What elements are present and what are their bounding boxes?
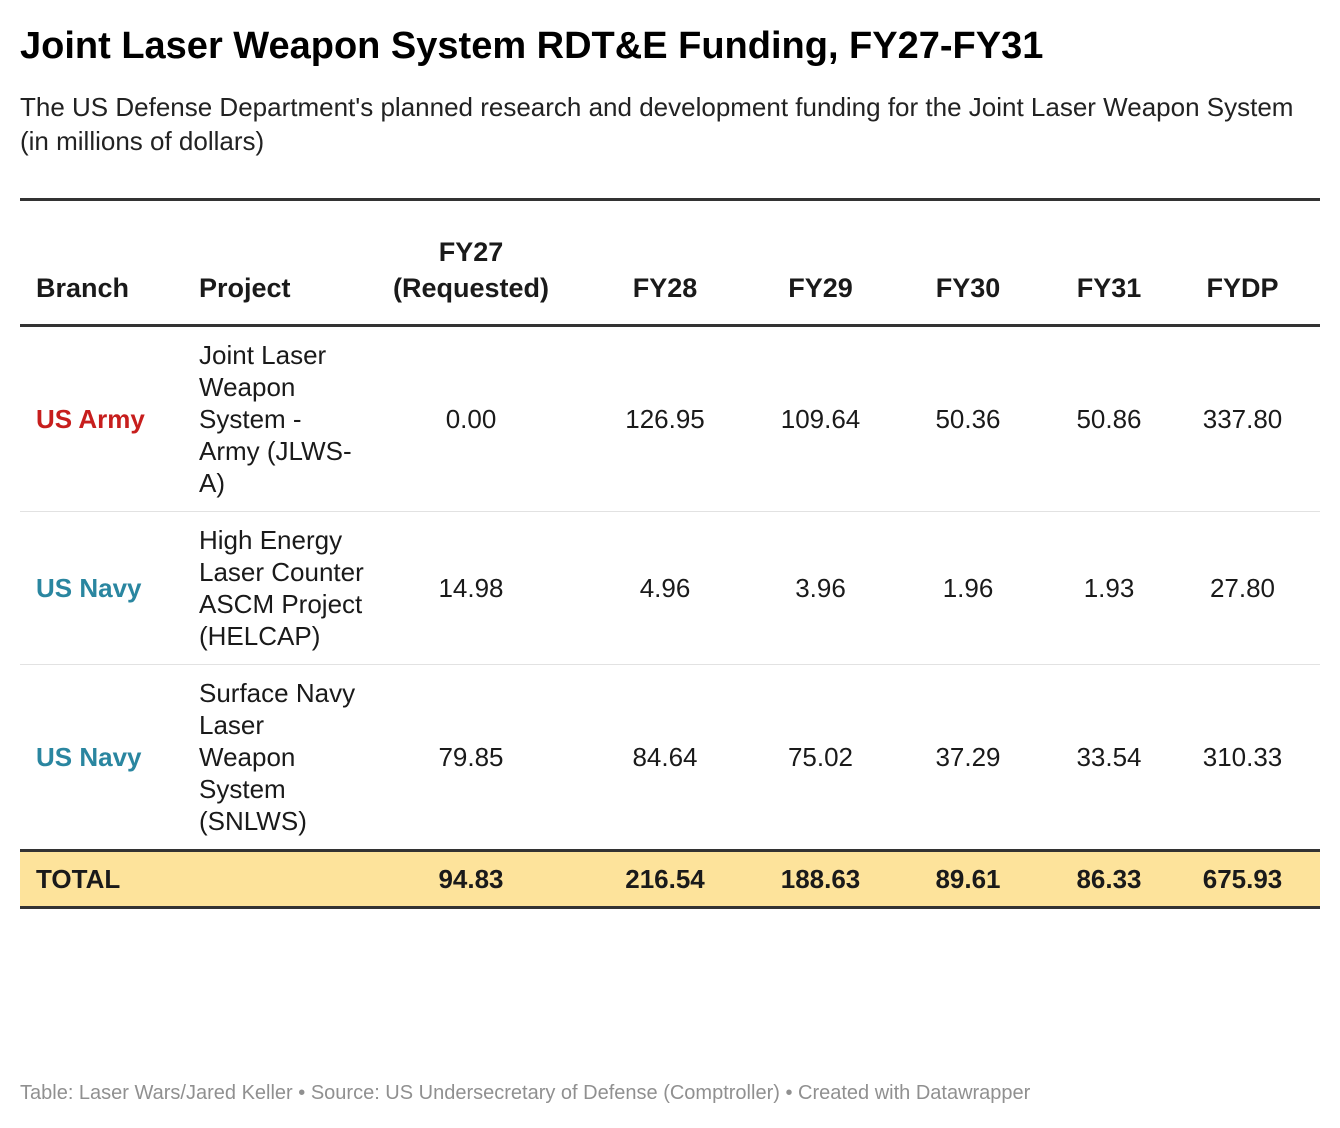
table-header-row: Branch Project FY27 (Requested) FY28 FY2… [20, 199, 1320, 326]
value-cell-fy27: 0.00 [445, 404, 497, 434]
header-fy30[interactable]: FY30 [935, 273, 1001, 303]
chart-title: Joint Laser Weapon System RDT&E Funding,… [20, 25, 1044, 67]
value-cell-fy30: 50.36 [935, 404, 1001, 434]
value-cell-fy29: 109.64 [780, 404, 861, 434]
header-fy29[interactable]: FY29 [788, 273, 853, 303]
total-cell-fy27: 94.83 [438, 864, 504, 894]
value-cell-fy29: 75.02 [787, 742, 854, 772]
project-cell: Surface Navy Laser Weapon System (SNLWS) [199, 678, 356, 836]
value-cell-fy27: 14.98 [438, 573, 504, 603]
header-branch[interactable]: Branch [36, 273, 130, 303]
value-cell-fy31: 50.86 [1076, 404, 1142, 434]
value-cell-fy27: 79.85 [438, 742, 504, 772]
header-fy28[interactable]: FY28 [632, 273, 698, 303]
value-cell-fydp: 27.80 [1209, 573, 1276, 603]
total-cell-fydp: 675.93 [1202, 864, 1283, 894]
total-project-cell [183, 851, 370, 908]
header-fy31[interactable]: FY31 [1076, 273, 1142, 303]
header-fydp[interactable]: FYDP [1206, 273, 1279, 303]
total-label: TOTAL [36, 864, 121, 894]
header-fy27[interactable]: FY27 (Requested) [392, 237, 549, 303]
branch-cell: US Navy [36, 573, 142, 603]
total-cell-fy30: 89.61 [935, 864, 1001, 894]
value-cell-fy30: 37.29 [935, 742, 1001, 772]
total-cell-fy28: 216.54 [625, 864, 705, 894]
table-row: US Navy High Energy Laser Counter ASCM P… [20, 512, 1320, 665]
source-footer: Table: Laser Wars/Jared Keller • Source:… [20, 1082, 1031, 1104]
value-cell-fy28: 84.64 [632, 742, 698, 772]
table-row: US Army Joint Laser Weapon System - Army… [20, 326, 1320, 512]
project-cell: High Energy Laser Counter ASCM Project (… [199, 525, 364, 651]
total-cell-fy29: 188.63 [780, 864, 861, 894]
value-cell-fy31: 1.93 [1083, 573, 1135, 603]
value-cell-fy28: 4.96 [639, 573, 691, 603]
branch-cell: US Navy [36, 742, 142, 772]
total-row: TOTAL 94.83 216.54 188.63 89.61 86.33 67… [20, 850, 1320, 908]
branch-cell: US Army [36, 404, 145, 434]
value-cell-fydp: 310.33 [1202, 742, 1283, 772]
value-cell-fy30: 1.96 [942, 573, 994, 603]
total-cell-fy31: 86.33 [1076, 864, 1142, 894]
value-cell-fy28: 126.95 [625, 404, 705, 434]
value-cell-fy31: 33.54 [1076, 742, 1142, 772]
table-row: US Navy Surface Navy Laser Weapon System… [20, 665, 1320, 851]
funding-table: Branch Project FY27 (Requested) FY28 FY2… [20, 198, 1320, 909]
chart-subtitle: The US Defense Department's planned rese… [20, 92, 1294, 156]
value-cell-fydp: 337.80 [1202, 404, 1283, 434]
project-cell: Joint Laser Weapon System - Army (JLWS-A… [199, 340, 352, 498]
funding-table-container: Branch Project FY27 (Requested) FY28 FY2… [20, 198, 1320, 909]
header-project[interactable]: Project [199, 273, 291, 303]
value-cell-fy29: 3.96 [795, 573, 846, 603]
